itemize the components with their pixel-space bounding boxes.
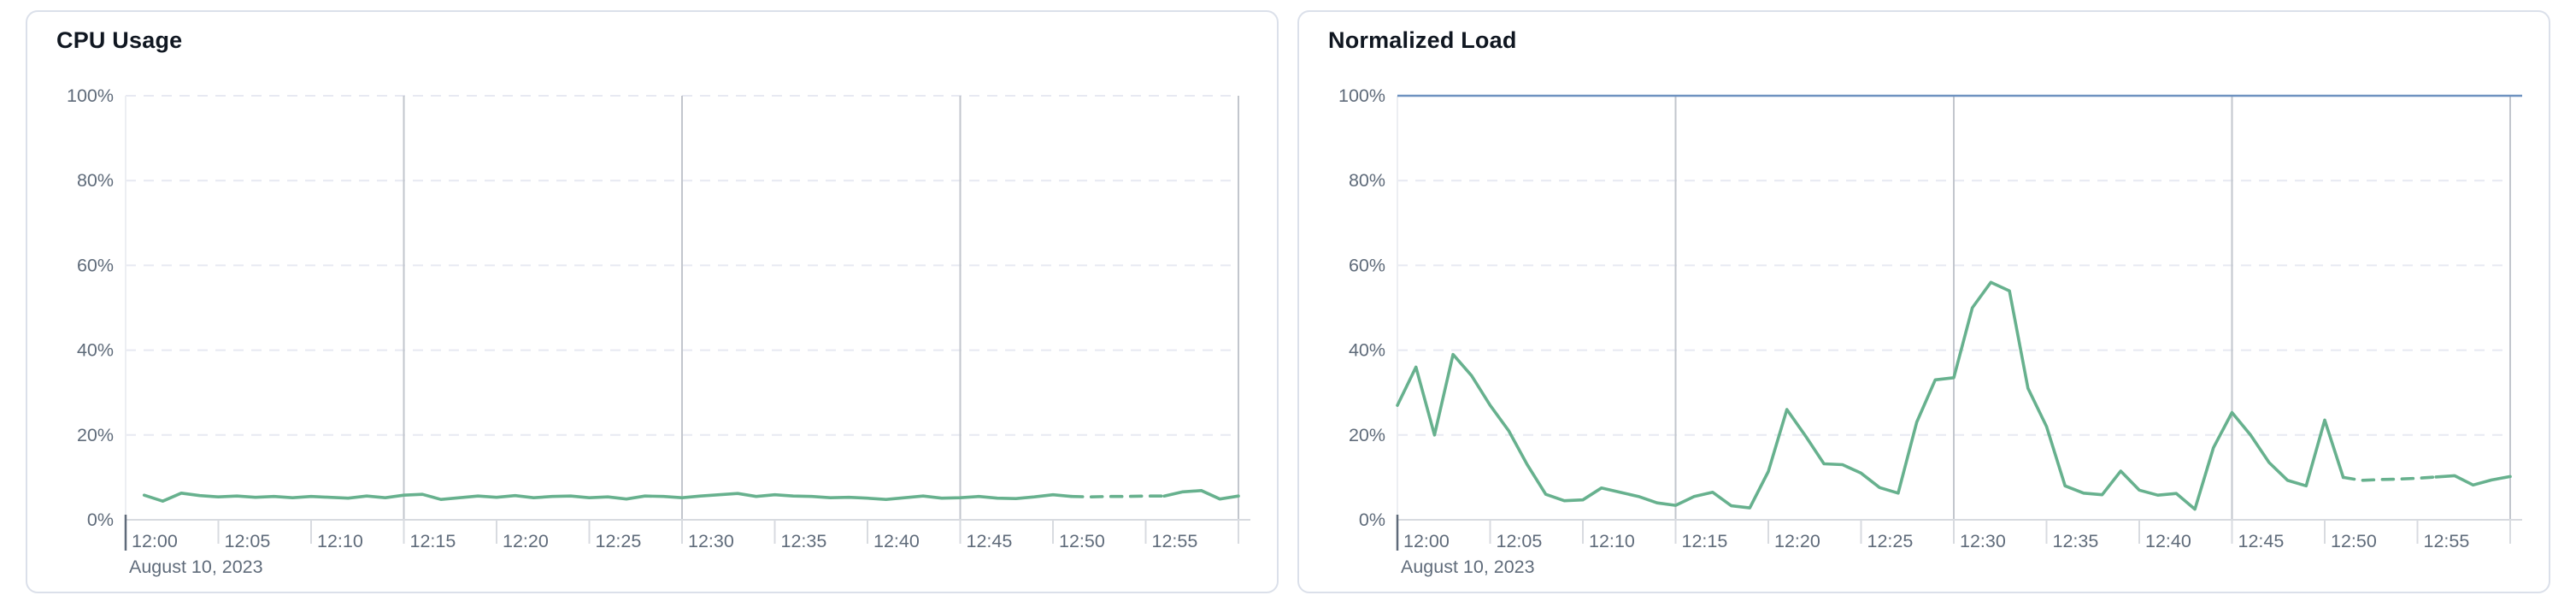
y-tick-label: 80% [77,170,114,191]
x-tick-label: 12:25 [1867,531,1914,551]
x-tick-label: 12:05 [1497,531,1543,551]
y-tick-label: 0% [1359,510,1385,530]
normalized-load-card: Normalized Load 12:00 12:05 12:10 12:15 12:2… [1297,10,2550,593]
series-line-solid [1162,488,1240,501]
x-tick-label: 12:40 [2145,531,2191,551]
y-tick-label: 40% [1349,340,1385,361]
x-tick-label: 12:35 [781,531,827,551]
chart-svg: 12:00 12:05 12:10 12:15 12:20 12:25 12:30 12:35… [1338,85,2522,577]
x-tick-label: 12:00 [132,531,178,551]
x-tick-label: 12:40 [873,531,920,551]
y-tick-label: 60% [1349,255,1385,275]
normalized-load-chart[interactable]: 12:00 12:05 12:10 12:15 12:20 12:25 12:30 12:35… [1299,12,2549,592]
x-tick-label: 12:50 [2331,531,2377,551]
x-tick-label: 12:15 [1682,531,1728,551]
chart-title-normalized-load: Normalized Load [1328,27,1517,53]
y-tick-label: 60% [77,255,114,275]
x-tick-label: 12:10 [317,531,363,551]
x-axis-date-label: August 10, 2023 [129,557,263,577]
y-tick-label: 100% [1338,85,1385,106]
chart-plot-area[interactable] [1397,96,2510,520]
x-tick-label: 12:25 [596,531,642,551]
x-tick-label: 12:50 [1059,531,1105,551]
y-tick-label: 80% [1349,170,1385,191]
x-tick-label: 12:55 [1152,531,1198,551]
x-tick-label: 12:00 [1403,531,1450,551]
x-tick-label: 12:30 [688,531,734,551]
x-tick-label: 12:10 [1589,531,1635,551]
x-tick-label: 12:15 [410,531,456,551]
chart-title-cpu-usage: CPU Usage [56,27,183,53]
x-tick-label: 12:45 [967,531,1013,551]
series-line-dashed [1069,494,1166,499]
y-tick-label: 20% [1349,425,1385,445]
cpu-usage-card: CPU Usage 12:00 12:05 12:10 12:15 12:20 12:25… [26,10,1279,593]
cpu-usage-chart[interactable]: 12:00 12:05 12:10 12:15 12:20 12:25 12:30 12:35… [27,12,1277,592]
chart-svg: 12:00 12:05 12:10 12:15 12:20 12:25 12:30 12:35… [67,85,1250,577]
x-tick-label: 12:05 [225,531,271,551]
x-tick-label: 12:55 [2424,531,2470,551]
chart-plot-area[interactable] [126,96,1238,520]
series-line-solid [142,491,1073,504]
y-tick-label: 40% [77,340,114,361]
series-line-solid [1396,280,2345,511]
series-line-dashed [2341,475,2438,482]
x-tick-label: 12:20 [503,531,549,551]
x-tick-label: 12:45 [2238,531,2285,551]
y-tick-label: 20% [77,425,114,445]
y-tick-label: 0% [87,510,114,530]
x-tick-label: 12:20 [1774,531,1820,551]
x-tick-label: 12:30 [1960,531,2006,551]
series-line-solid [2434,474,2512,487]
x-tick-label: 12:35 [2053,531,2099,551]
x-axis-date-label: August 10, 2023 [1401,557,1535,577]
y-tick-label: 100% [67,85,114,106]
